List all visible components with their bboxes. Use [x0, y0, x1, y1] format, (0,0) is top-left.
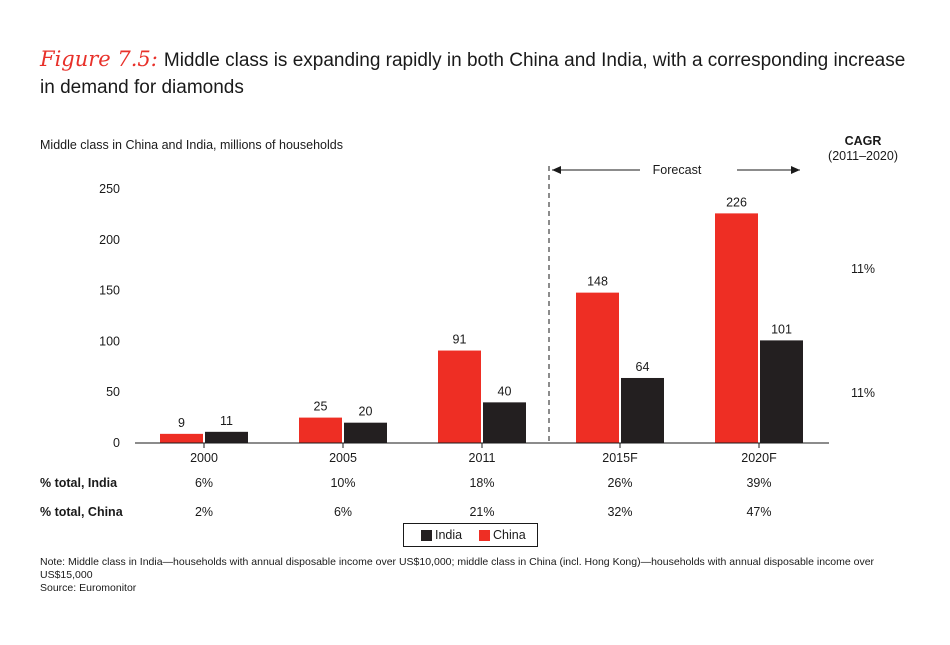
- bar-chart: 0 50 100 150 200 250 9 11 25 20 91 40 148 64 226 101 2…: [99, 163, 829, 465]
- data-label-china: 9: [178, 416, 185, 430]
- table-label-china: % total, China: [40, 505, 123, 519]
- x-tick-label: 2005: [329, 451, 357, 465]
- data-label-china: 25: [314, 400, 328, 414]
- legend-swatch-china: [479, 530, 490, 541]
- y-tick-label: 50: [106, 385, 120, 399]
- bar-india: [621, 377, 664, 443]
- bar-china: [299, 417, 342, 443]
- table-cell: 39%: [746, 476, 772, 490]
- y-tick-label: 100: [99, 334, 120, 348]
- x-tick-label: 2011: [469, 451, 496, 465]
- legend-label-india: India: [435, 528, 463, 542]
- bar-india: [344, 422, 387, 443]
- table-cell: 21%: [469, 505, 495, 519]
- table-cell: 26%: [607, 476, 633, 490]
- x-tick-label: 2015F: [602, 451, 638, 465]
- data-label-india: 11: [220, 414, 233, 428]
- footnote: Note: Middle class in India—households w…: [40, 556, 900, 595]
- chart-subtitle: Middle class in China and India, million…: [40, 138, 343, 152]
- cagr-header: CAGR (2011–2020): [828, 134, 898, 164]
- table-label-india: % total, India: [40, 476, 118, 490]
- bar-india: [760, 340, 803, 443]
- table-cell: 47%: [746, 505, 772, 519]
- figure-label: Figure 7.5:: [40, 47, 158, 71]
- y-tick-label: 150: [99, 284, 120, 298]
- y-tick-label: 0: [113, 436, 120, 450]
- data-label-china: 91: [453, 333, 467, 347]
- note-text: Note: Middle class in India—households w…: [40, 556, 875, 581]
- legend: India China: [403, 523, 538, 547]
- source-text: Source: Euromonitor: [40, 582, 137, 594]
- table-cell: 2%: [194, 505, 214, 519]
- x-tick-label: 2000: [190, 451, 218, 465]
- bar-india: [483, 402, 526, 443]
- title-text: Middle class is expanding rapidly in bot…: [40, 50, 906, 98]
- y-tick-label: 200: [99, 233, 120, 247]
- data-label-india: 101: [771, 322, 792, 336]
- y-tick-label: 250: [99, 182, 120, 196]
- data-label-china: 226: [726, 195, 747, 209]
- data-label-india: 40: [498, 384, 512, 398]
- data-label-india: 64: [636, 360, 650, 374]
- data-label-india: 20: [359, 405, 373, 419]
- table-cell: 32%: [607, 505, 633, 519]
- chart-title: Figure 7.5: Middle class is expanding rap…: [40, 46, 920, 101]
- bar-india: [205, 431, 248, 443]
- x-axis-labels: 2000 2005 2011 2015F 2020F: [190, 443, 777, 465]
- table-cell: 18%: [469, 476, 495, 490]
- data-label-china: 148: [587, 275, 608, 289]
- bar-china: [438, 350, 481, 443]
- forecast-arrow-right: [737, 166, 800, 174]
- legend-label-china: China: [493, 528, 526, 542]
- table-cell: 10%: [330, 476, 356, 490]
- bar-china: [160, 433, 203, 443]
- x-tick-label: 2020F: [741, 451, 777, 465]
- table-cell: 6%: [194, 476, 214, 490]
- cagr-china-value: 11%: [850, 262, 876, 276]
- bars: 9 11 25 20 91 40 148 64 226 101: [160, 195, 803, 443]
- cagr-india-value: 11%: [850, 386, 876, 400]
- forecast-arrow-left: [552, 166, 640, 174]
- legend-swatch-india: [421, 530, 432, 541]
- cagr-period: (2011–2020): [828, 149, 898, 163]
- bar-china: [715, 213, 758, 443]
- cagr-label: CAGR: [844, 134, 882, 148]
- forecast-label: Forecast: [653, 163, 702, 177]
- bar-china: [576, 292, 619, 443]
- table-cell: 6%: [333, 505, 353, 519]
- y-axis-ticks: 0 50 100 150 200 250: [99, 182, 120, 450]
